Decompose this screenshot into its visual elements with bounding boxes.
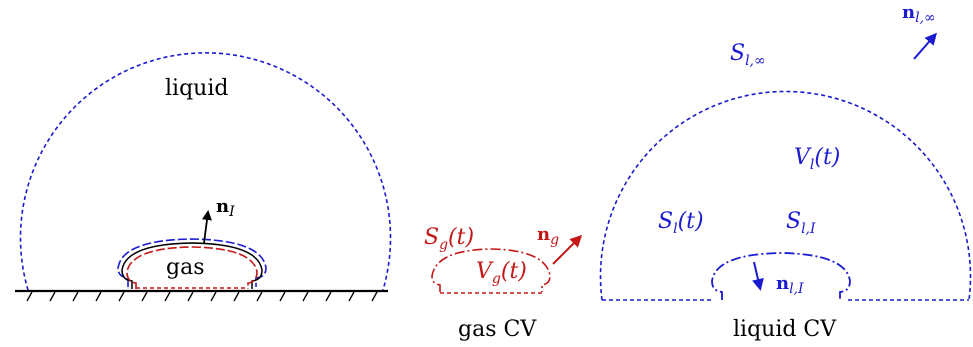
left-panel: liquid gas nI (15, 52, 392, 302)
liquid-far-normal-arrow (913, 32, 937, 60)
liquid-cv-far-surface (599, 90, 972, 301)
gas-volume-label: Vg(t) (476, 259, 527, 287)
liquid-far-surface-label: Sl,∞ (730, 41, 766, 69)
bubble-interface-gas-side (126, 246, 258, 289)
gas-control-volume: Sg(t) Vg(t) ng gas CV (424, 224, 583, 342)
liquid-interface-normal-arrow (752, 261, 764, 291)
wall-hatching (26, 291, 378, 302)
liquid-cv-interface-surface (711, 252, 851, 300)
bubble-interface (121, 242, 263, 289)
gas-normal-label: ng (537, 224, 559, 248)
gas-cv-surface (431, 248, 551, 292)
liquid-label: liquid (165, 76, 228, 101)
gas-label: gas (166, 255, 205, 280)
liquid-interface-normal-label: nl,I (776, 273, 804, 297)
bubble-interface-liquid-side (117, 238, 267, 287)
liquid-far-normal-label: nl,∞ (902, 2, 936, 26)
interface-normal-label: nI (216, 196, 235, 220)
gas-normal-arrow (552, 234, 583, 265)
liquid-control-volume: Sl,∞ nl,∞ Vl(t) Sl(t) Sl,I nl,I liquid C… (599, 2, 972, 342)
liquid-domain-boundary (19, 52, 392, 291)
gas-cv-caption: gas CV (458, 317, 537, 342)
gas-surface-label: Sg(t) (424, 225, 474, 253)
liquid-interface-surface-label: Sl,I (786, 209, 816, 237)
liquid-surface-label: Sl(t) (658, 209, 704, 237)
interface-normal-arrow (202, 210, 212, 244)
liquid-volume-label: Vl(t) (794, 145, 840, 173)
liquid-cv-caption: liquid CV (733, 317, 837, 342)
